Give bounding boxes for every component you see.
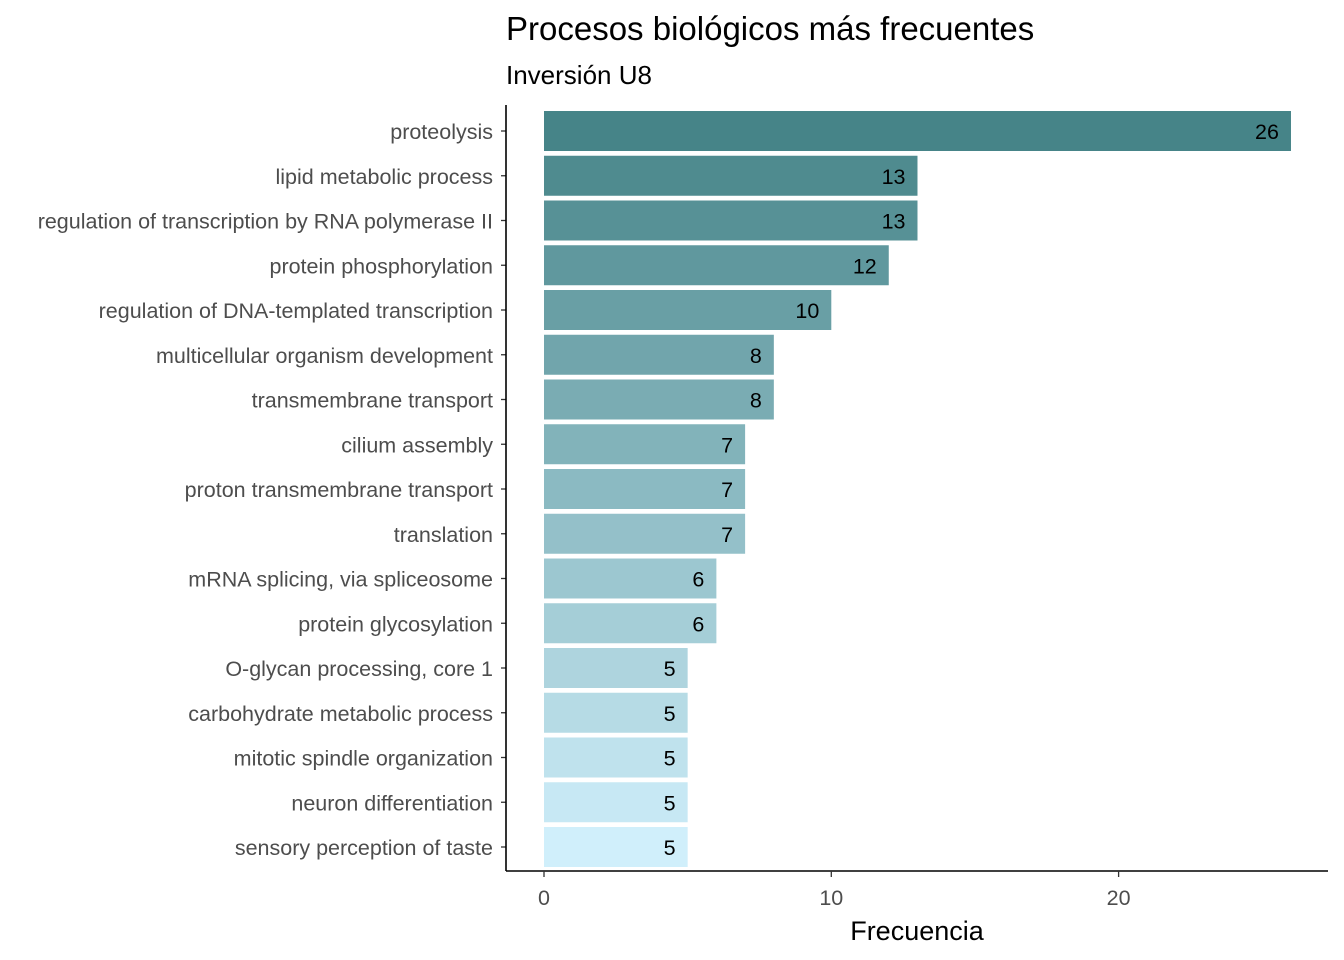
- bar: [544, 469, 746, 509]
- value-label: 5: [664, 702, 676, 726]
- category-label: translation: [394, 523, 493, 547]
- value-label: 5: [664, 791, 676, 815]
- bar: [544, 424, 746, 465]
- bar: [544, 513, 746, 554]
- value-label: 12: [853, 254, 877, 278]
- bar: [544, 334, 774, 375]
- x-tick-label: 10: [819, 886, 843, 910]
- bar: [544, 827, 688, 867]
- bar: [544, 737, 688, 778]
- value-label: 5: [664, 657, 676, 681]
- value-label: 8: [750, 344, 762, 368]
- category-label: transmembrane transport: [252, 389, 493, 413]
- bar: [544, 648, 688, 688]
- value-label: 7: [721, 478, 733, 502]
- chart-subtitle: Inversión U8: [506, 60, 652, 90]
- value-label: 26: [1255, 120, 1279, 144]
- category-label: mRNA splicing, via spliceosome: [188, 568, 493, 592]
- bar: [544, 200, 918, 241]
- value-label: 6: [692, 612, 704, 636]
- category-label: carbohydrate metabolic process: [188, 702, 493, 726]
- category-label: cilium assembly: [341, 433, 493, 457]
- value-label: 7: [721, 433, 733, 457]
- bar: [544, 245, 889, 286]
- category-label: neuron differentiation: [291, 791, 493, 815]
- x-tick-label: 20: [1107, 886, 1131, 910]
- value-label: 5: [664, 836, 676, 860]
- bar: [544, 782, 688, 823]
- bar: [544, 603, 717, 644]
- category-label: mitotic spindle organization: [234, 747, 493, 771]
- bar: [544, 155, 918, 196]
- x-axis-title: Frecuencia: [850, 916, 985, 946]
- bar: [544, 692, 688, 733]
- value-label: 8: [750, 389, 762, 413]
- value-label: 7: [721, 523, 733, 547]
- category-label: lipid metabolic process: [276, 165, 494, 189]
- category-label: proton transmembrane transport: [185, 478, 493, 502]
- category-label: regulation of transcription by RNA polym…: [38, 210, 493, 234]
- bar: [544, 111, 1291, 151]
- bar: [544, 558, 717, 599]
- value-label: 5: [664, 747, 676, 771]
- x-tick-label: 0: [538, 886, 550, 910]
- value-label: 13: [882, 210, 906, 234]
- category-label: multicellular organism development: [156, 344, 493, 368]
- value-label: 13: [882, 165, 906, 189]
- value-label: 10: [795, 299, 819, 323]
- category-label: O-glycan processing, core 1: [225, 657, 493, 681]
- chart-title: Procesos biológicos más frecuentes: [506, 10, 1035, 47]
- category-label: regulation of DNA-templated transcriptio…: [99, 299, 493, 323]
- bar: [544, 290, 832, 330]
- value-label: 6: [692, 568, 704, 592]
- category-label: protein glycosylation: [298, 612, 493, 636]
- bar: [544, 379, 774, 420]
- category-label: sensory perception of taste: [235, 836, 493, 860]
- category-label: protein phosphorylation: [269, 254, 493, 278]
- category-label: proteolysis: [390, 120, 493, 144]
